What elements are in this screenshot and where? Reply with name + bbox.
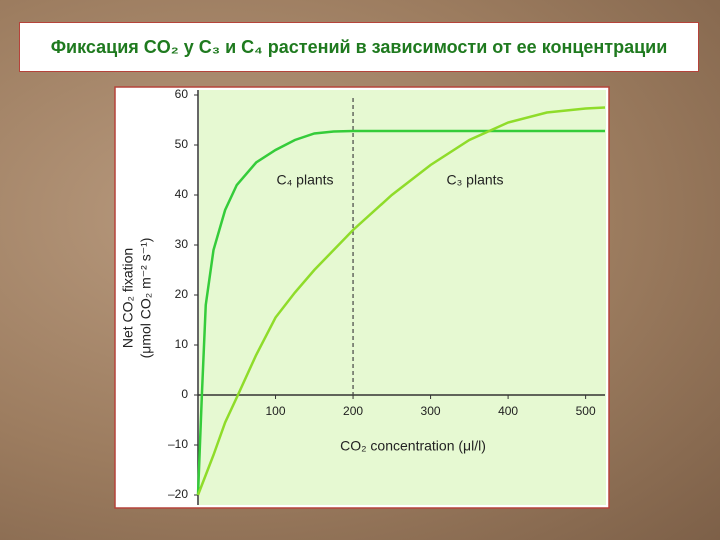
series-line — [196, 129, 605, 496]
y-tick-label: 30 — [175, 237, 189, 251]
series-line — [196, 106, 606, 496]
y-axis-title: (μmol CO₂ m⁻² s⁻¹) — [138, 238, 154, 359]
x-axis-title: CO₂ concentration (μl/l) — [340, 438, 486, 454]
series-label: C₄ plants — [276, 172, 333, 188]
y-tick-label: 10 — [175, 337, 189, 351]
title-box: Фиксация CO₂ у C₃ и C₄ растений в зависи… — [19, 22, 699, 72]
x-tick-label: 500 — [576, 404, 596, 418]
y-tick-label: 60 — [175, 87, 189, 101]
x-tick-label: 300 — [421, 404, 441, 418]
x-tick-label: 200 — [343, 404, 363, 418]
y-axis-title: Net CO₂ fixation — [120, 248, 136, 348]
y-tick-label: 40 — [175, 187, 189, 201]
y-tick-label: 20 — [175, 287, 189, 301]
y-tick-label: –20 — [168, 487, 188, 501]
x-tick-label: 100 — [266, 404, 286, 418]
y-tick-label: 0 — [181, 387, 188, 401]
series-label: C₃ plants — [446, 172, 503, 188]
x-tick-label: 400 — [498, 404, 518, 418]
y-tick-label: 50 — [175, 137, 189, 151]
plot-area — [199, 90, 606, 505]
y-tick-label: –10 — [168, 437, 188, 451]
slide-title: Фиксация CO₂ у C₃ и C₄ растений в зависи… — [50, 36, 668, 57]
